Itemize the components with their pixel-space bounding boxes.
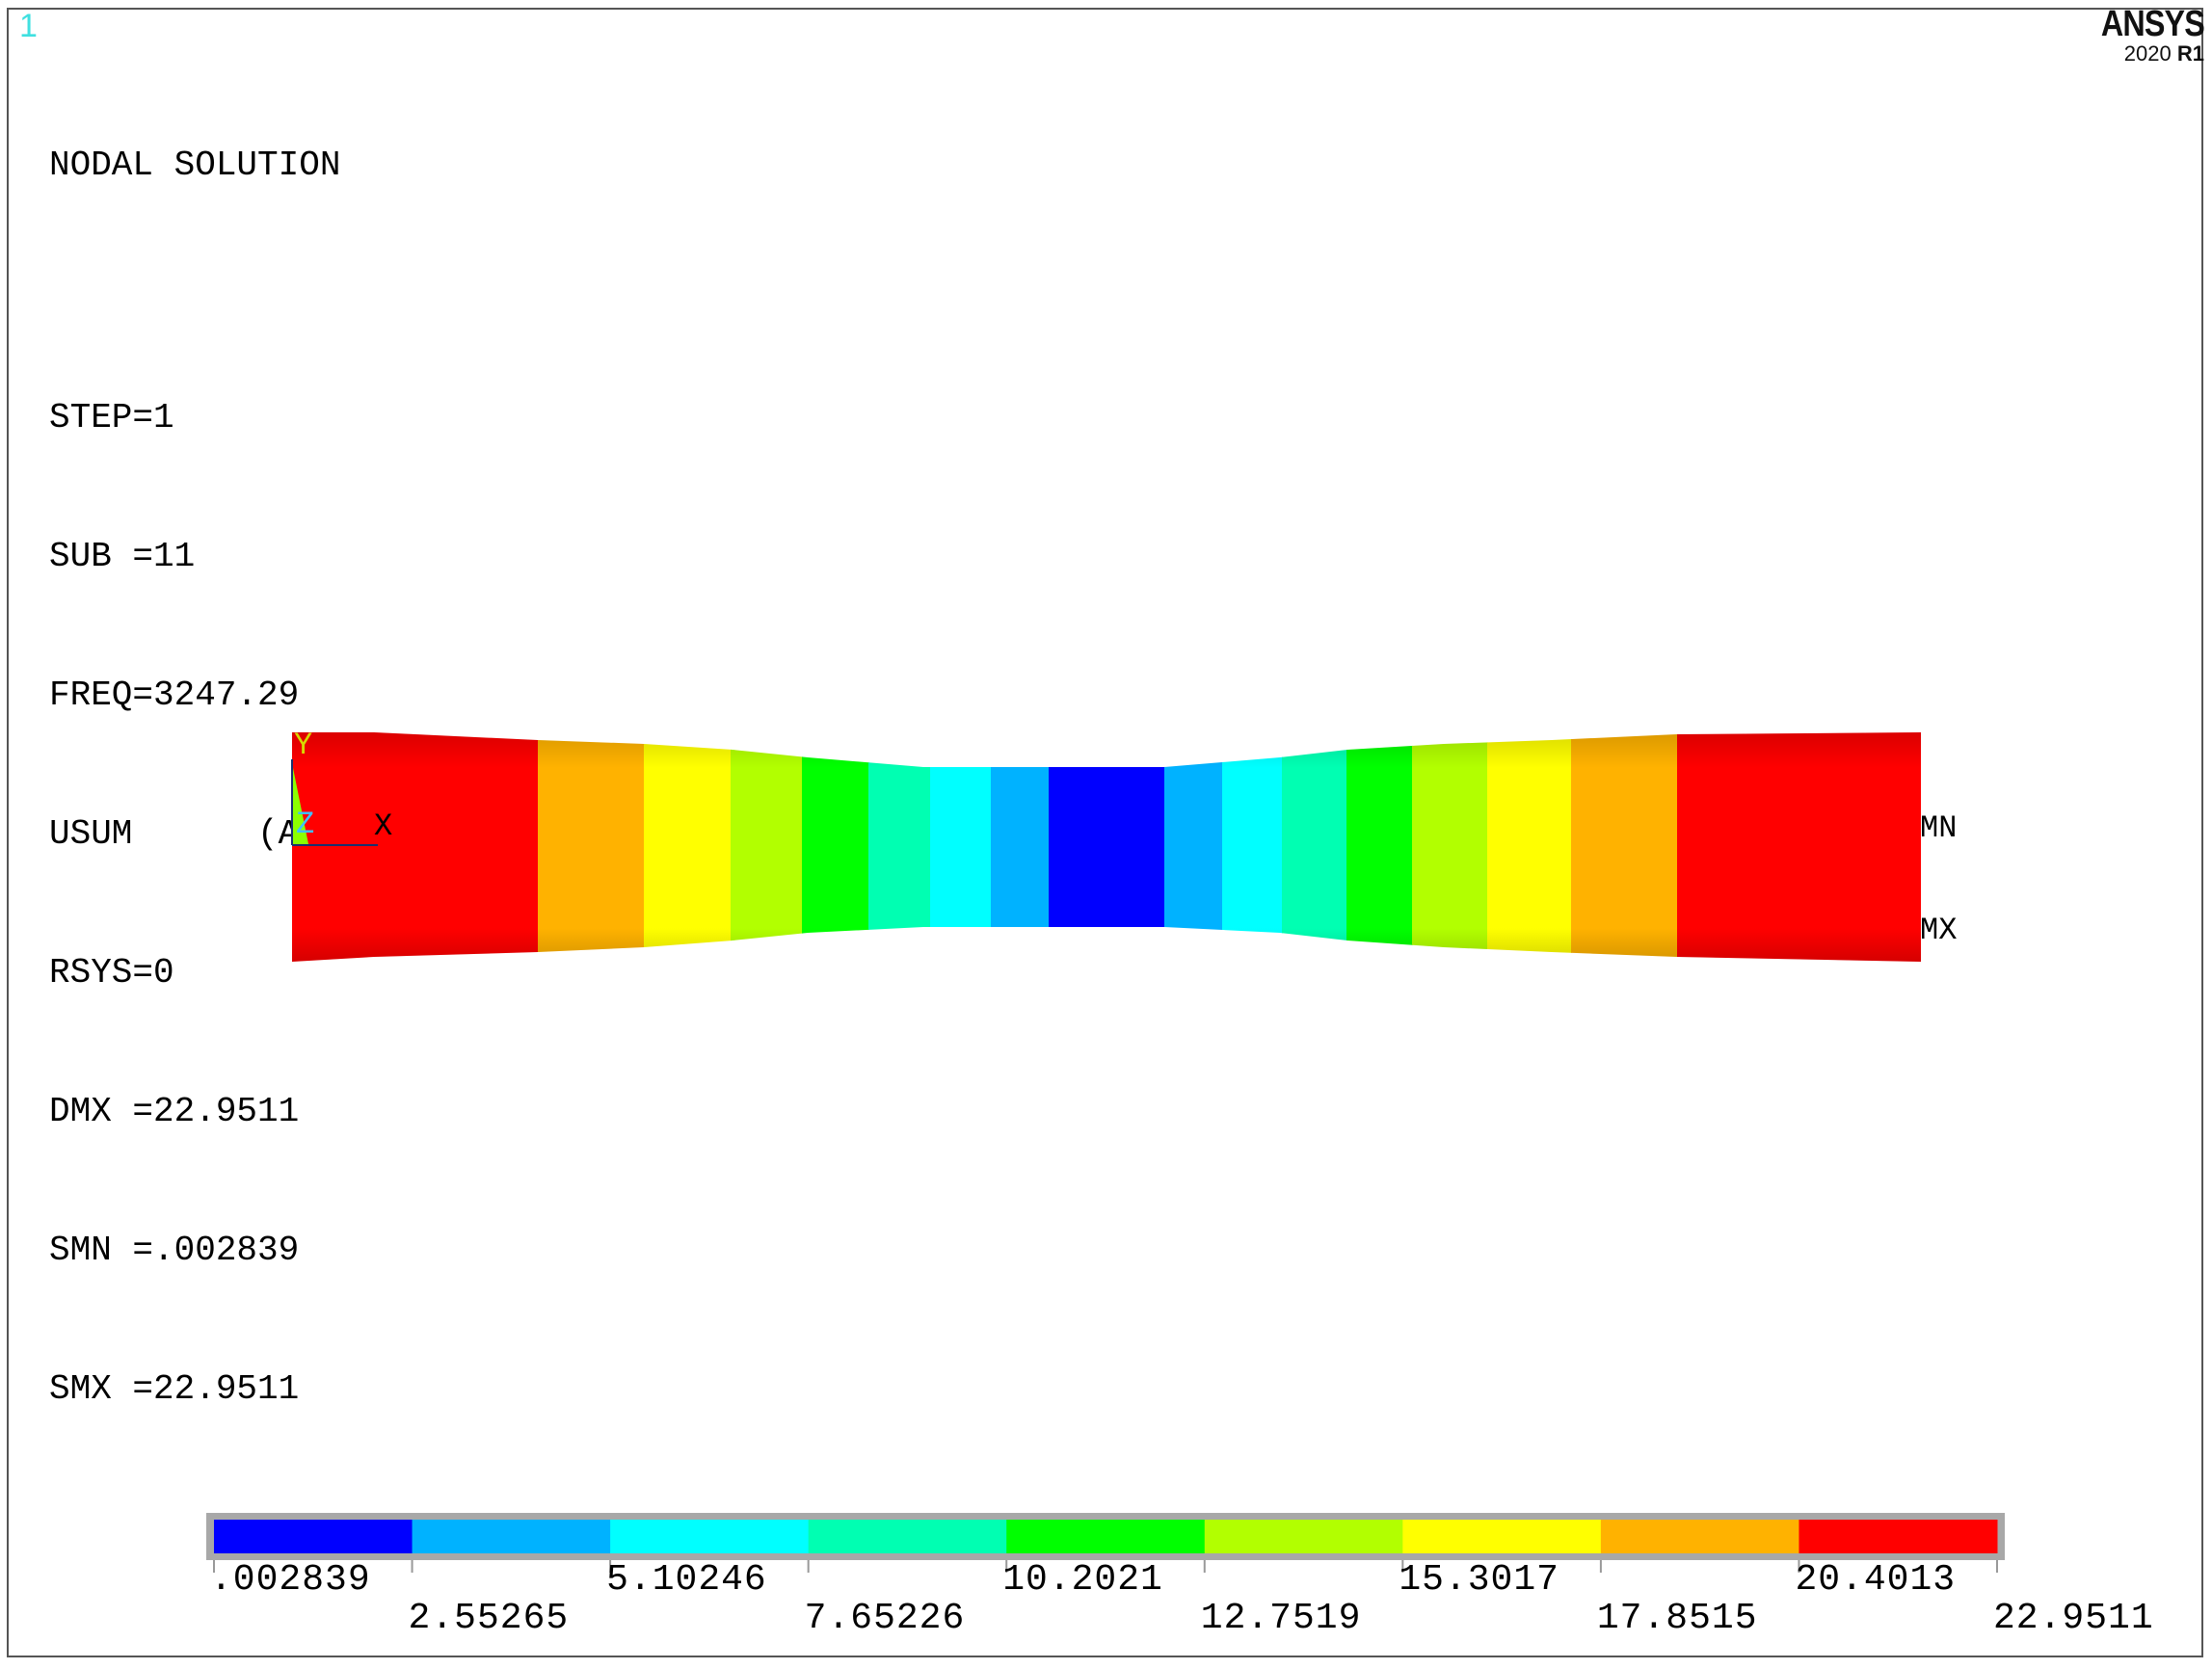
legend-value: 10.2021: [1002, 1559, 1163, 1601]
triad-y-label: Y: [294, 728, 312, 763]
legend-value: 20.4013: [1795, 1559, 1957, 1601]
contour-legend: [206, 1513, 2005, 1573]
beam-model[interactable]: [289, 723, 1928, 973]
legend-swatch: [808, 1520, 1007, 1553]
legend-value: 12.7519: [1200, 1598, 1362, 1639]
legend-value: 17.8515: [1596, 1598, 1758, 1639]
legend-swatch: [610, 1520, 810, 1553]
legend-value: .002839: [210, 1559, 371, 1601]
legend-value: 2.55265: [408, 1598, 570, 1639]
info-line-sub: SUB =11: [49, 537, 196, 576]
triad-z-label: Z: [296, 807, 314, 842]
coordinate-triad: Y Z X: [291, 728, 392, 846]
legend-value: 22.9511: [1993, 1598, 2154, 1639]
info-line-step: STEP=1: [49, 398, 174, 437]
triad-x-label: X: [374, 808, 392, 844]
info-line-smx: SMX =22.9511: [49, 1369, 300, 1409]
legend-swatch: [1799, 1520, 1998, 1553]
legend-swatch: [1006, 1520, 1206, 1553]
solution-title: NODAL SOLUTION: [49, 146, 341, 185]
legend-value: 7.65226: [804, 1598, 966, 1639]
min-marker-label: MN: [1920, 810, 1957, 846]
info-line-dmx: DMX =22.9511: [49, 1092, 300, 1131]
legend-swatch: [1204, 1520, 1403, 1553]
legend-swatch: [1402, 1520, 1602, 1553]
info-line-rsys: RSYS=0: [49, 953, 174, 993]
logo-brand: ANSYS: [2100, 4, 2205, 44]
logo-version: 2020 R1: [2123, 41, 2204, 66]
ansys-logo: ANSYS 2020 R1: [2083, 4, 2205, 66]
max-marker-label: MX: [1920, 913, 1957, 948]
legend-swatch: [1600, 1520, 1799, 1553]
legend-swatch: [412, 1520, 611, 1553]
info-line-smn: SMN =.002839: [49, 1231, 300, 1270]
legend-value: 15.3017: [1399, 1559, 1559, 1601]
info-line-freq: FREQ=3247.29: [49, 676, 300, 715]
solution-info-panel: NODAL SOLUTION STEP=1 SUB =11 FREQ=3247.…: [49, 50, 361, 1459]
triad-glyph: [292, 763, 308, 844]
legend-value: 5.10246: [606, 1559, 767, 1601]
legend-swatch: [214, 1520, 413, 1553]
window-number: 1: [19, 8, 38, 44]
